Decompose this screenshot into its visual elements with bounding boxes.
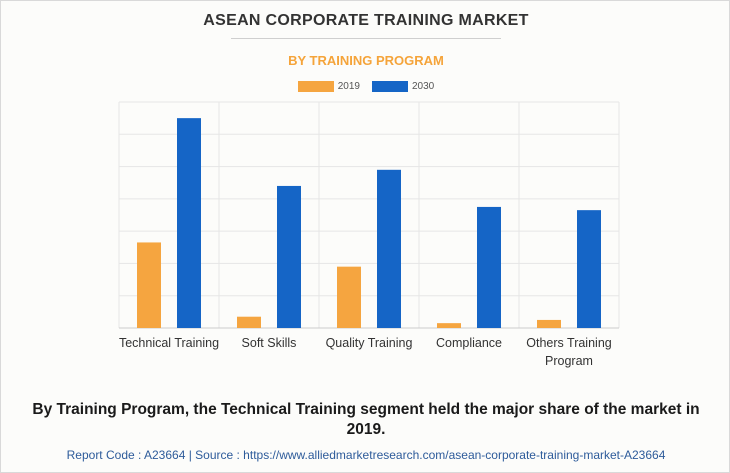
bar-2030-others-training-program bbox=[577, 210, 601, 328]
bar-chart: Technical Training Soft Skills Quality Tra… bbox=[118, 101, 620, 368]
x-tick-label: Technical Training bbox=[119, 336, 219, 350]
bar-2030-soft-skills bbox=[277, 185, 301, 328]
bar-2019-technical-training bbox=[137, 242, 161, 328]
legend: 2019 2030 bbox=[1, 81, 730, 92]
bar-2030-technical-training bbox=[177, 118, 201, 329]
legend-label-2030: 2030 bbox=[412, 81, 435, 92]
title-divider bbox=[231, 38, 501, 39]
x-tick-label: Program bbox=[545, 354, 593, 368]
legend-item-2030[interactable]: 2030 bbox=[372, 81, 434, 92]
bar-2019-compliance bbox=[437, 323, 461, 328]
x-tick-label: Compliance bbox=[436, 336, 502, 350]
bar-2019-soft-skills bbox=[237, 316, 261, 328]
chart-title: ASEAN CORPORATE TRAINING MARKET bbox=[203, 12, 529, 29]
chart-caption: By Training Program, the Technical Train… bbox=[32, 401, 700, 438]
legend-item-2019[interactable]: 2019 bbox=[297, 81, 360, 92]
legend-swatch-2030 bbox=[372, 81, 408, 92]
legend-label-2019: 2019 bbox=[337, 81, 360, 92]
legend-swatch-2019 bbox=[297, 81, 334, 92]
bar-2030-compliance bbox=[477, 206, 501, 328]
x-tick-label: Soft Skills bbox=[242, 336, 297, 350]
x-tick-label: Quality Training bbox=[326, 336, 413, 350]
chart-subtitle: BY TRAINING PROGRAM bbox=[288, 53, 444, 68]
x-tick-label: Others Training bbox=[526, 336, 612, 350]
source-footer[interactable]: Report Code : A23664 | Source : https://… bbox=[66, 448, 666, 462]
bar-2019-others-training-program bbox=[537, 319, 561, 328]
bar-2019-quality-training bbox=[337, 266, 361, 328]
bar-2030-quality-training bbox=[377, 169, 401, 328]
